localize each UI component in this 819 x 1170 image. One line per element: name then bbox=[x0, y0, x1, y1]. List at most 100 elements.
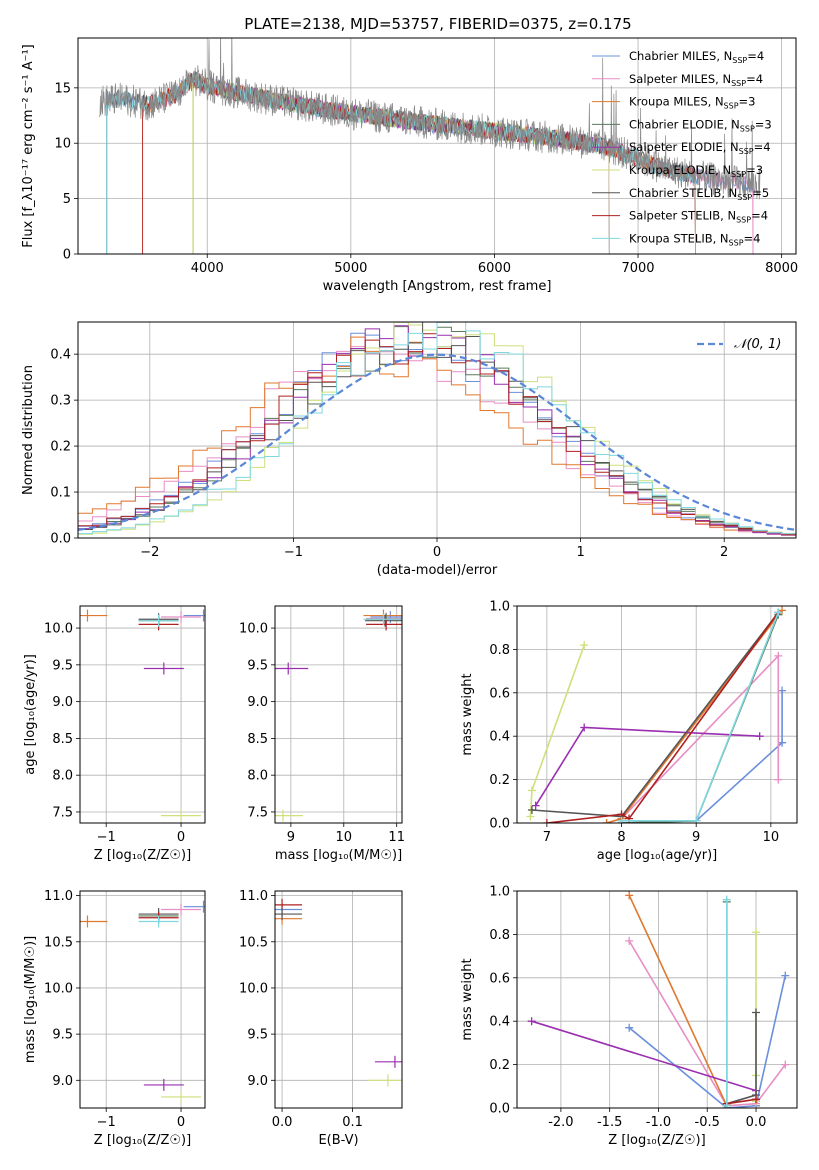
axes-frame bbox=[79, 605, 206, 824]
tick-label-x: −2 bbox=[140, 545, 159, 560]
tick-label-y: 7.5 bbox=[247, 805, 268, 820]
tick-label-y: 10.0 bbox=[239, 622, 268, 637]
tick-label-y: 7.5 bbox=[52, 805, 73, 820]
marker-kroupa-stelib bbox=[722, 1101, 731, 1108]
tick-label-y: 0.2 bbox=[489, 773, 510, 788]
marker-salpeter-stelib bbox=[752, 1095, 761, 1104]
marker-kroupa-elodie bbox=[526, 812, 535, 821]
tick-label-y: 8.5 bbox=[247, 732, 268, 747]
marker-kroupa-elodie bbox=[527, 786, 536, 795]
axes-frame bbox=[77, 37, 797, 255]
axis-label-x: mass [log₁₀(M/M☉)] bbox=[275, 848, 402, 863]
tick-label-x: 8 bbox=[617, 830, 625, 845]
tick-label-y: 0.0 bbox=[50, 532, 71, 547]
axes-frame bbox=[274, 890, 403, 1109]
observed-spectrum bbox=[99, 38, 761, 200]
legend-entry-salpeter-elodie: Salpeter ELODIE, NSSP=4 bbox=[629, 140, 771, 156]
tick-label-y: 11.0 bbox=[44, 889, 73, 904]
legend-entry-kroupa-elodie: Kroupa ELODIE, NSSP=3 bbox=[629, 163, 763, 179]
tick-label-y: 9.0 bbox=[52, 1074, 73, 1089]
plot-area bbox=[275, 898, 402, 1087]
tick-label-y: 9.0 bbox=[52, 695, 73, 710]
panel-residuals: −2 −1 0 1 2 0.0 0.1 0.2 0.3 0.4 (data-model)/error… bbox=[21, 321, 797, 578]
axes-frame bbox=[274, 605, 403, 824]
axis-label-y: mass weight bbox=[460, 958, 475, 1040]
axis-label-x: Z [log₁₀(Z/Z☉)] bbox=[608, 1133, 705, 1148]
tick-label-x: 6000 bbox=[478, 261, 511, 276]
marker-salpeter-miles bbox=[781, 1060, 790, 1069]
legend: 𝒩(0, 1) bbox=[697, 337, 781, 352]
tick-label-y: 0.0 bbox=[489, 1102, 510, 1117]
tick-label-y: 8.5 bbox=[52, 732, 73, 747]
tick-label-x: 0 bbox=[433, 545, 441, 560]
panel-mass-vs-z: −1 0 9.0 9.5 10.0 10.5 11.0 Z [log₁₀(Z/Z☉)] mass… bbox=[23, 889, 206, 1148]
tick-label-y: 0.6 bbox=[489, 686, 510, 701]
series-kroupa-miles bbox=[628, 894, 728, 1107]
marker-chabrier-miles bbox=[781, 971, 790, 980]
marker-kroupa-miles bbox=[625, 891, 634, 900]
tick-label-x: 7000 bbox=[621, 261, 654, 276]
marker-chabrier-miles bbox=[625, 1023, 634, 1032]
tick-label-y: 8.0 bbox=[247, 769, 268, 784]
panel-weight-vs-age: 7 8 9 10 0.0 0.2 0.4 0.6 0.8 1.0 age [log₁₀(age/yr… bbox=[460, 600, 798, 863]
plot-area bbox=[527, 891, 790, 1108]
tick-label-x: 5000 bbox=[334, 261, 367, 276]
figure-title: PLATE=2138, MJD=53757, FIBERID=0375, z=0… bbox=[244, 15, 631, 33]
tick-label-y: 0.0 bbox=[489, 817, 510, 832]
tick-label-y: 9.5 bbox=[247, 1028, 268, 1043]
plot-area bbox=[526, 606, 787, 823]
marker-kroupa-elodie bbox=[752, 928, 761, 937]
histogram-kroupa-stelib bbox=[78, 322, 796, 535]
marker-chabrier-stelib bbox=[527, 805, 536, 814]
marker-salpeter-miles bbox=[774, 775, 783, 784]
tick-label-x: -1.5 bbox=[597, 1115, 622, 1130]
axis-label-y: mass [log₁₀(M/M☉)] bbox=[23, 936, 38, 1063]
tick-label-x: 2 bbox=[720, 545, 728, 560]
marker-kroupa-miles bbox=[602, 819, 611, 823]
tick-label-y: 5 bbox=[63, 192, 71, 207]
series-salpeter-miles bbox=[628, 940, 786, 1107]
axis-label-y: Normed distribution bbox=[21, 365, 36, 495]
tick-label-x: -2.0 bbox=[548, 1115, 573, 1130]
panel-age-vs-z: −1 0 7.5 8.0 8.5 9.0 9.5 10.0 Z [log₁₀(Z/Z☉)] age… bbox=[23, 605, 206, 863]
tick-label-y: 10.0 bbox=[44, 981, 73, 996]
tick-label-y: 0 bbox=[63, 248, 71, 263]
axis-label-x: wavelength [Angstrom, rest frame] bbox=[323, 279, 552, 294]
panel-mass-vs-ebv: 0.0 0.1 9.0 9.5 10.0 10.5 11.0 E(B-V) bbox=[239, 889, 403, 1148]
panel-weight-vs-z: -2.0 -1.5 -1.0 -0.5 0.0 0.0 0.2 0.4 0.6 0.8 1.0 Z [… bbox=[460, 885, 798, 1148]
tick-label-x: 11 bbox=[388, 830, 405, 845]
tick-label-y: 9.0 bbox=[247, 695, 268, 710]
tick-label-y: 0.2 bbox=[489, 1058, 510, 1073]
normal-curve bbox=[78, 353, 796, 531]
axis-label-x: Z [log₁₀(Z/Z☉)] bbox=[94, 1133, 191, 1148]
legend-entry-kroupa-miles: Kroupa MILES, NSSP=3 bbox=[629, 95, 755, 111]
plot-area bbox=[80, 900, 205, 1103]
legend-entry-chabrier-miles: Chabrier MILES, NSSP=4 bbox=[629, 49, 764, 65]
marker-kroupa-stelib bbox=[774, 608, 783, 617]
tick-label-y: 0.4 bbox=[50, 348, 71, 363]
tick-label-y: 15 bbox=[54, 81, 71, 96]
tick-label-x: 0 bbox=[177, 830, 185, 845]
marker-chabrier-miles bbox=[778, 686, 787, 695]
tick-label-x: 9 bbox=[692, 830, 700, 845]
tick-label-y: 9.0 bbox=[247, 1074, 268, 1089]
tick-label-y: 0.8 bbox=[489, 643, 510, 658]
marker-kroupa-stelib bbox=[692, 816, 701, 823]
axes-frame bbox=[77, 321, 797, 539]
tick-label-y: 10.5 bbox=[239, 935, 268, 950]
tick-label-x: 7 bbox=[543, 830, 551, 845]
tick-label-x: -1.0 bbox=[646, 1115, 671, 1130]
marker-kroupa-stelib bbox=[617, 816, 626, 823]
tick-label-x: -0.5 bbox=[695, 1115, 720, 1130]
series-salpeter-elodie bbox=[531, 1020, 757, 1092]
marker-salpeter-elodie bbox=[531, 801, 540, 810]
panel-spectrum: 4000 5000 6000 7000 8000 0 5 10 15 wavelength [An… bbox=[21, 37, 798, 294]
tick-label-x: 1 bbox=[576, 545, 584, 560]
tick-label-y: 0.3 bbox=[50, 394, 71, 409]
tick-label-x: 10 bbox=[336, 830, 353, 845]
axis-label-y: age [log₁₀(age/yr)] bbox=[23, 654, 38, 775]
axis-label-x: (data-model)/error bbox=[377, 563, 498, 578]
tick-label-x: 4000 bbox=[191, 261, 224, 276]
